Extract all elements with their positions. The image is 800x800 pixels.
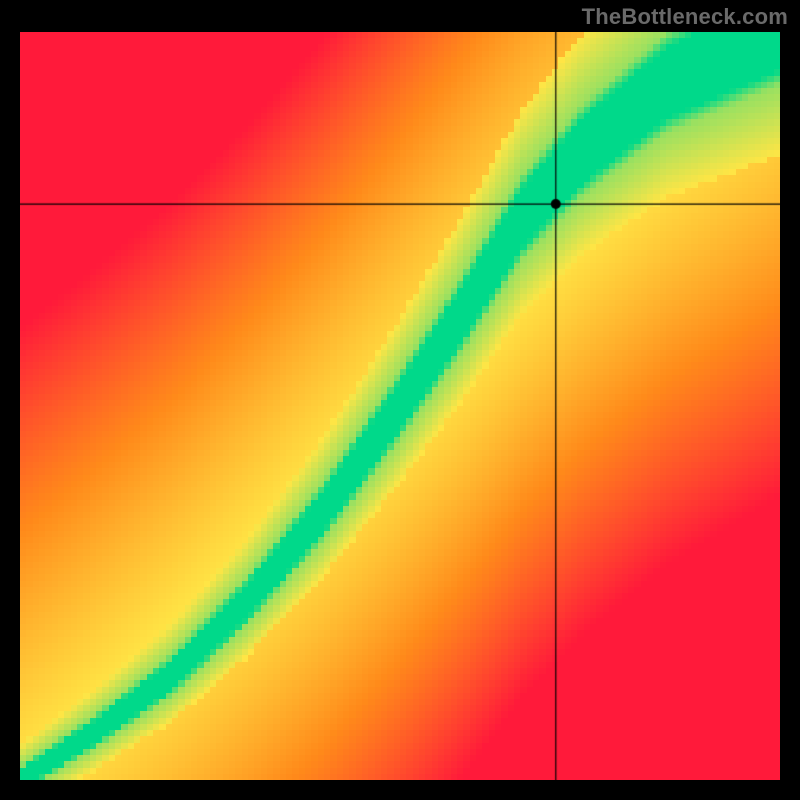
crosshair-overlay	[20, 32, 780, 780]
chart-container: TheBottleneck.com	[0, 0, 800, 800]
watermark-text: TheBottleneck.com	[582, 4, 788, 30]
